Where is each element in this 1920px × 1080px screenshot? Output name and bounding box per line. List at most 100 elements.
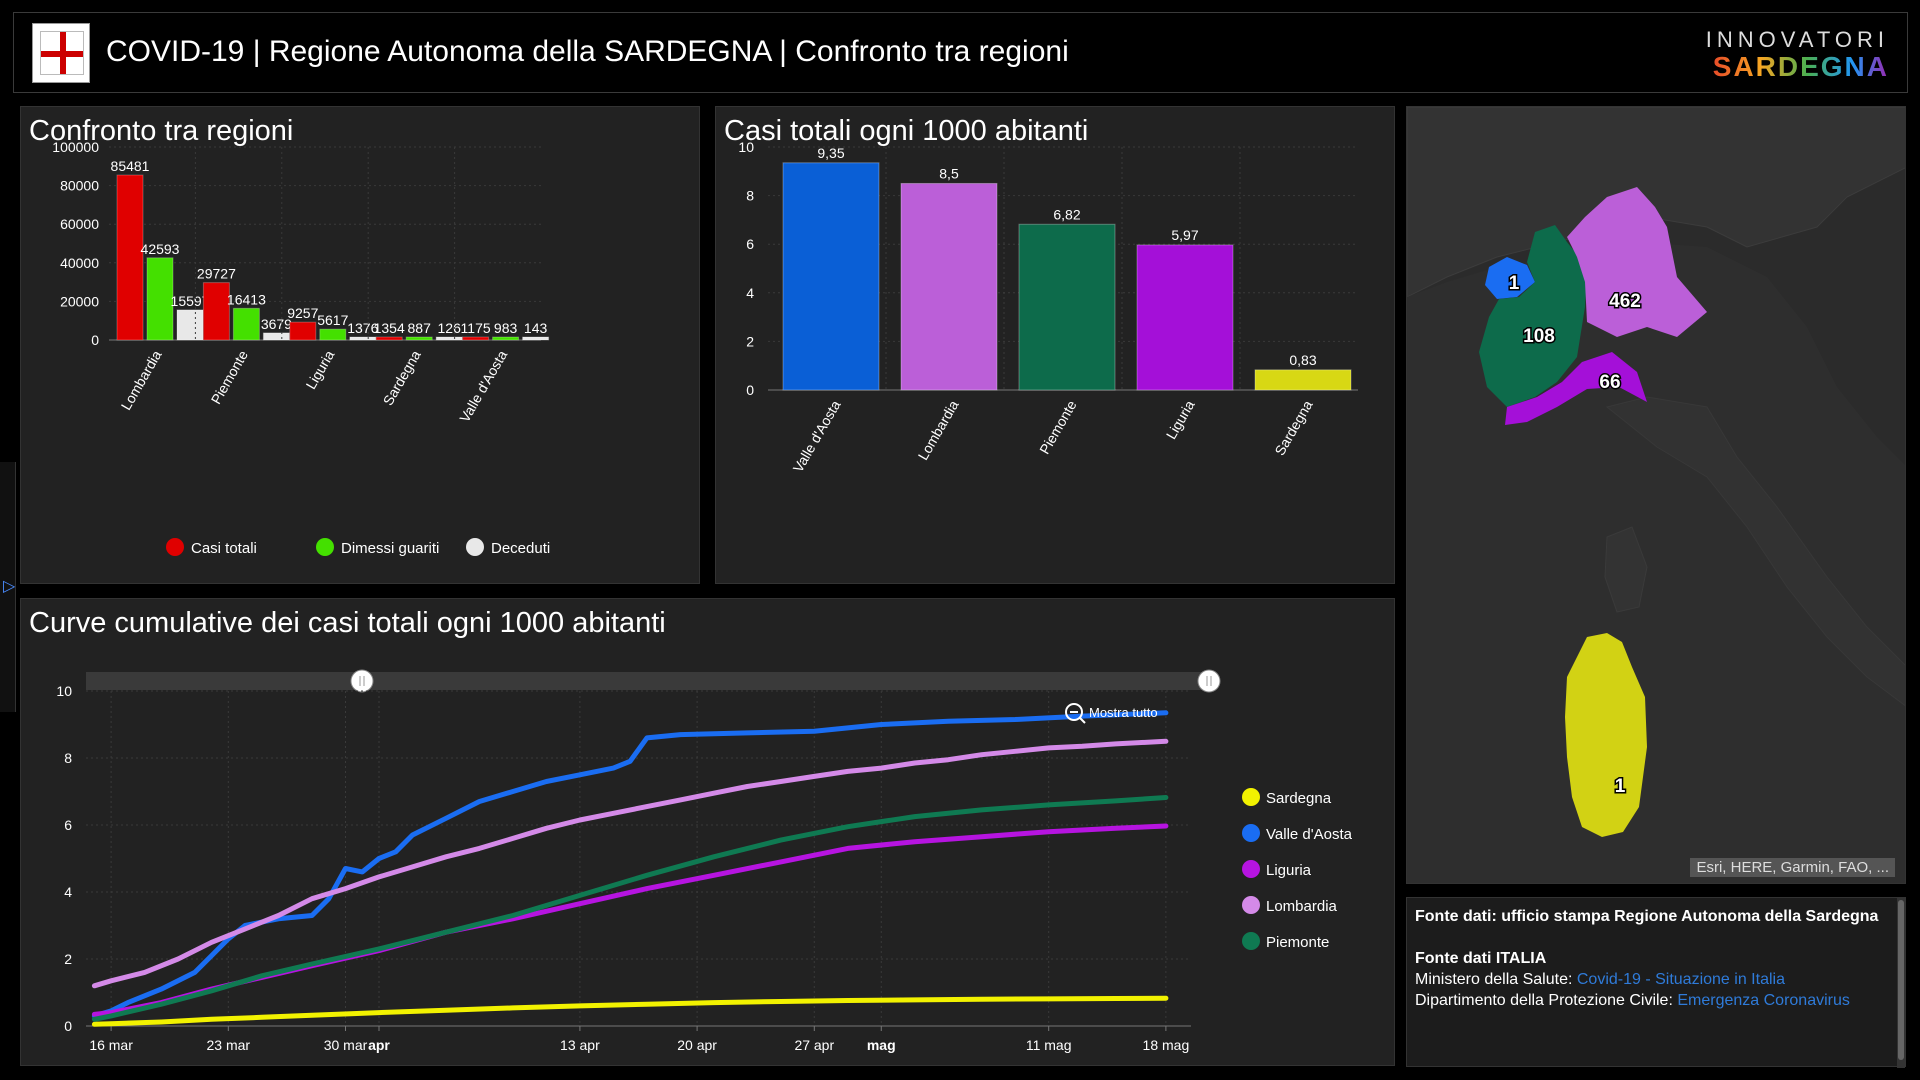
bar-casi-totali (202, 282, 230, 341)
map-region-lombardia[interactable] (1567, 187, 1707, 337)
range-handle-start[interactable] (350, 669, 374, 693)
y-tick-label: 2 (746, 333, 754, 349)
comparison-bar-chart[interactable]: 0 20000 40000 60000 80000 100000 85481 42593 155… (21, 107, 701, 585)
map-label-lombardia: 462 (1609, 291, 1641, 312)
legend-marker-sardegna (1242, 788, 1260, 806)
bar-value-label: 9257 (287, 305, 318, 321)
bar-value-label: 126 (438, 320, 462, 336)
expand-arrow-icon: ▷ (3, 578, 16, 595)
comparison-chart-title: Confronto tra regioni (29, 115, 294, 147)
legend-label-deceduti: Deceduti (491, 540, 550, 557)
range-selector-track[interactable] (86, 672, 1216, 690)
x-tick-label: apr (368, 1037, 390, 1053)
y-tick-label: 10 (56, 683, 72, 699)
bar-value-label: 5617 (317, 312, 348, 328)
bar-sardegna (1254, 369, 1352, 391)
legend-label-lombardia: Lombardia (1266, 898, 1338, 915)
show-all-button[interactable]: Mostra tutto (1089, 705, 1158, 720)
y-tick-label: 0 (746, 382, 754, 398)
bar-value-label: 29727 (197, 266, 236, 282)
legend-label-piemonte: Piemonte (1266, 934, 1329, 951)
y-tick-label: 6 (746, 236, 754, 252)
bar-deceduti (176, 309, 204, 341)
x-tick-label: Valle d'Aosta (790, 397, 844, 475)
page-title: COVID-19 | Regione Autonoma della SARDEG… (106, 35, 1069, 68)
brand-top-text: INNOVATORI (1705, 27, 1889, 52)
bar-value-label: 3679 (261, 316, 292, 332)
map-region-liguria[interactable] (1505, 352, 1647, 425)
bar-dimessi-guariti (405, 336, 433, 341)
legend-marker-dimessi-guariti (316, 538, 334, 556)
legend-label-liguria: Liguria (1266, 862, 1312, 879)
x-tick-label: 18 mag (1143, 1037, 1190, 1053)
legend-label-dimessi-guariti: Dimessi guariti (341, 540, 439, 557)
y-tick-label: 4 (746, 285, 754, 301)
map-attribution[interactable]: Esri, HERE, Garmin, FAO, ... (1690, 858, 1895, 877)
source-protezione-link[interactable]: Emergenza Coronavirus (1677, 992, 1850, 1009)
x-tick-label: 27 apr (794, 1037, 834, 1053)
range-handle-end[interactable] (1197, 669, 1221, 693)
bar-valle-d-aosta (782, 162, 880, 391)
bar-piemonte (1018, 223, 1116, 391)
x-tick-label: Lombardia (118, 347, 165, 412)
bar-value-label: 0,83 (1289, 352, 1316, 368)
cumulative-curves-panel: Curve cumulative dei casi totali ogni 10… (20, 598, 1395, 1066)
source-ministero-link[interactable]: Covid-19 - Situazione in Italia (1576, 971, 1785, 988)
sources-scrollbar[interactable] (1897, 898, 1905, 1068)
y-tick-label: 6 (64, 817, 72, 833)
x-tick-label: 23 mar (207, 1037, 251, 1053)
x-tick-label: Liguria (303, 347, 338, 392)
legend-marker-lombardia (1242, 896, 1260, 914)
map-label-piemonte: 108 (1523, 326, 1555, 347)
x-tick-label: Piemonte (1036, 397, 1080, 456)
y-tick-label: 4 (64, 884, 72, 900)
y-tick-label: 0 (64, 1018, 72, 1034)
bar-deceduti (262, 332, 290, 341)
comparison-chart-panel: Confronto tra regioni 0 20000 40000 60000 80… (20, 106, 700, 584)
per-capita-bar-chart[interactable]: 0 2 4 6 8 10 9,35 Valle d'Aosta 8,5 Lombardia 6,82… (716, 107, 1396, 585)
bar-value-label: 16413 (227, 291, 266, 307)
regions-map[interactable]: 1 108 462 66 1 (1407, 107, 1906, 884)
bar-value-label: 1376 (347, 320, 378, 336)
y-tick-label: 2 (64, 951, 72, 967)
bar-deceduti (349, 336, 377, 341)
bar-value-label: 42593 (141, 241, 180, 257)
side-panel-toggle[interactable]: ▷ (0, 462, 16, 712)
bar-value-label: 85481 (111, 158, 150, 174)
map-label-liguria: 66 (1599, 372, 1620, 393)
cumulative-line-chart[interactable]: 0 2 4 6 8 10 16 mar 23 mar 30 mar apr 13 apr 20 apr… (21, 599, 1396, 1067)
y-tick-label: 8 (746, 188, 754, 204)
legend-marker-liguria (1242, 860, 1260, 878)
legend-label-valle-d-aosta: Valle d'Aosta (1266, 826, 1353, 843)
x-tick-label: Lombardia (915, 397, 962, 462)
x-tick-label: mag (867, 1037, 896, 1053)
bar-value-label: 9,35 (817, 145, 844, 161)
zoom-out-icon-handle (1079, 717, 1086, 724)
map-region-valle-daosta[interactable] (1485, 257, 1535, 299)
map-panel[interactable]: 1 108 462 66 1 Esri, HERE, Garmin, FAO, … (1406, 106, 1906, 884)
bar-casi-totali (289, 321, 317, 341)
bar-liguria (1136, 244, 1234, 391)
bar-deceduti (435, 336, 463, 341)
source-sardegna-text: Fonte dati: ufficio stampa Regione Auton… (1415, 908, 1879, 925)
per-capita-chart-panel: Casi totali ogni 1000 abitanti 0 2 4 6 8 10 9,… (715, 106, 1395, 584)
x-tick-label: Sardegna (380, 347, 424, 408)
legend-marker-casi-totali (166, 538, 184, 556)
zoom-out-icon (1065, 703, 1083, 721)
x-tick-label: 16 mar (89, 1037, 133, 1053)
legend-marker-piemonte (1242, 932, 1260, 950)
map-region-sardegna[interactable] (1565, 633, 1647, 837)
brand-logo[interactable]: INNOVATORI SARDEGNA (1706, 27, 1889, 83)
cumulative-curves-title: Curve cumulative dei casi totali ogni 10… (29, 607, 666, 639)
brand-bottom-text: SARDEGNA (1706, 51, 1889, 83)
bar-value-label: 15597 (171, 293, 210, 309)
bar-value-label: 887 (408, 320, 432, 336)
bar-dimessi-guariti (492, 336, 520, 341)
sources-scrollbar-thumb[interactable] (1898, 900, 1904, 1060)
legend-label-casi-totali: Casi totali (191, 540, 257, 557)
bar-deceduti (522, 336, 550, 341)
bar-lombardia (900, 182, 998, 391)
line-sardegna (91, 995, 1169, 1027)
map-region-piemonte[interactable] (1479, 225, 1587, 407)
map-label-sardegna: 1 (1615, 776, 1626, 797)
